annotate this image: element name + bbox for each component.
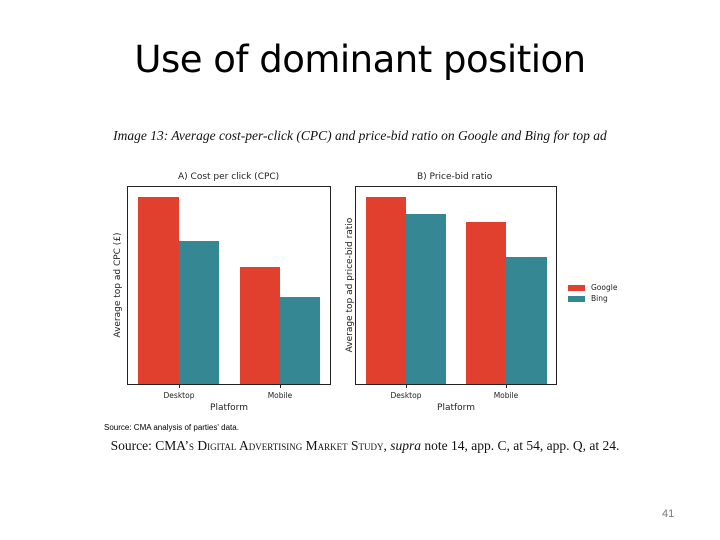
legend-item-bing: Bing <box>568 293 617 304</box>
panel-a-title: A) Cost per click (CPC) <box>178 172 280 182</box>
x-tick-mobile: Mobile <box>493 391 519 400</box>
bar-a-desktop-bing <box>179 241 219 384</box>
chart-legend: Google Bing <box>568 282 617 304</box>
source-citation: Source: CMA’s Digital Advertising Market… <box>110 436 620 455</box>
x-axis-label: Platform <box>437 403 475 413</box>
citation-supra: supra <box>390 438 422 453</box>
citation-title: CMA’s Digital Advertising Market Study <box>155 438 384 453</box>
bar-b-mobile-bing <box>506 257 547 384</box>
bar-a-mobile-bing <box>280 297 320 384</box>
legend-item-google: Google <box>568 282 617 293</box>
legend-swatch-bing <box>568 295 585 302</box>
x-tick-mobile: Mobile <box>267 391 293 400</box>
bar-b-mobile-google <box>466 222 506 384</box>
tick-mark <box>179 384 180 388</box>
bar-a-desktop-google <box>138 197 179 384</box>
y-axis-label: Average top ad CPC (£) <box>113 232 123 338</box>
slide-title: Use of dominant position <box>134 38 586 81</box>
citation-suffix: note 14, app. C, at 54, app. Q, at 24. <box>421 438 620 453</box>
bar-b-desktop-bing <box>406 214 446 384</box>
citation-prefix: Source: <box>110 438 156 453</box>
y-axis-label: Average top ad price-bid ratio <box>345 217 355 353</box>
x-tick-desktop: Desktop <box>390 391 422 400</box>
panel-b-title: B) Price-bid ratio <box>417 172 493 182</box>
bar-b-desktop-google <box>366 197 406 384</box>
tick-mark <box>280 384 281 388</box>
citation-sep: , <box>383 438 391 453</box>
source-note-small: Source: CMA analysis of parties' data. <box>104 423 239 432</box>
legend-label: Google <box>591 283 618 292</box>
legend-swatch-google <box>568 284 585 291</box>
x-tick-desktop: Desktop <box>163 391 195 400</box>
figure-caption: Image 13: Average cost-per-click (CPC) a… <box>113 128 607 143</box>
legend-label: Bing <box>591 294 608 303</box>
bar-a-mobile-google <box>240 267 280 384</box>
x-axis-label: Platform <box>210 403 248 413</box>
page-number: 41 <box>662 508 675 520</box>
tick-mark <box>506 384 507 388</box>
tick-mark <box>406 384 407 388</box>
